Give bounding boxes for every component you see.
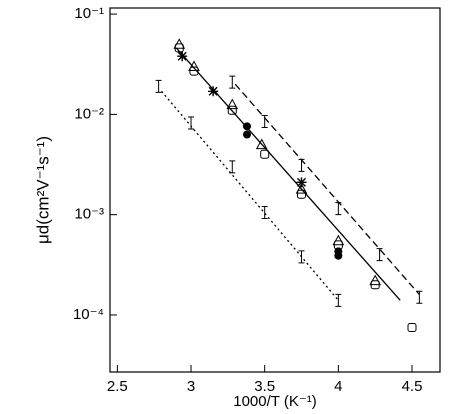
x-tick-label: 4.5	[402, 378, 423, 395]
y-axis-label: μd(cm²V⁻¹s⁻¹)	[33, 136, 52, 244]
x-tick-label: 3.5	[254, 378, 275, 395]
fit-line	[175, 47, 401, 301]
errorbar-marker	[229, 160, 236, 174]
square-marker	[260, 149, 270, 159]
star-marker	[177, 51, 188, 62]
filled-marker	[243, 130, 252, 139]
errorbar-marker	[261, 206, 268, 220]
triangle-marker	[295, 183, 308, 194]
x-tick-label: 4	[334, 378, 342, 395]
square-marker	[227, 105, 237, 115]
x-tick-label: 2.5	[107, 378, 128, 395]
fit-line	[161, 90, 339, 301]
errorbar-marker	[335, 293, 342, 307]
errorbar-marker	[376, 248, 383, 262]
plot-frame	[109, 7, 441, 373]
y-tick-label: 10⁻⁴	[73, 306, 104, 323]
y-tick-label: 10⁻¹	[74, 5, 104, 22]
triangle-marker	[332, 234, 345, 246]
x-tick-label: 3	[187, 378, 195, 395]
y-tick-label: 10⁻³	[74, 206, 104, 223]
y-tick-label: 10⁻²	[74, 105, 104, 122]
star-marker	[208, 86, 219, 97]
star-marker	[296, 177, 307, 188]
filled-marker	[243, 122, 252, 131]
triangle-marker	[255, 138, 268, 150]
errorbar-marker	[416, 290, 423, 304]
triangle-marker	[188, 60, 200, 72]
square-marker	[370, 280, 380, 290]
fit-line	[234, 83, 420, 295]
square-marker	[407, 322, 417, 332]
errorbar-marker	[229, 75, 236, 89]
errorbar-marker	[298, 158, 305, 172]
filled-marker	[334, 251, 343, 260]
triangle-marker	[369, 274, 382, 286]
x-axis-label: 1000/T (K⁻¹)	[233, 393, 317, 410]
errorbar-marker	[155, 79, 162, 93]
triangle-marker	[226, 98, 239, 110]
